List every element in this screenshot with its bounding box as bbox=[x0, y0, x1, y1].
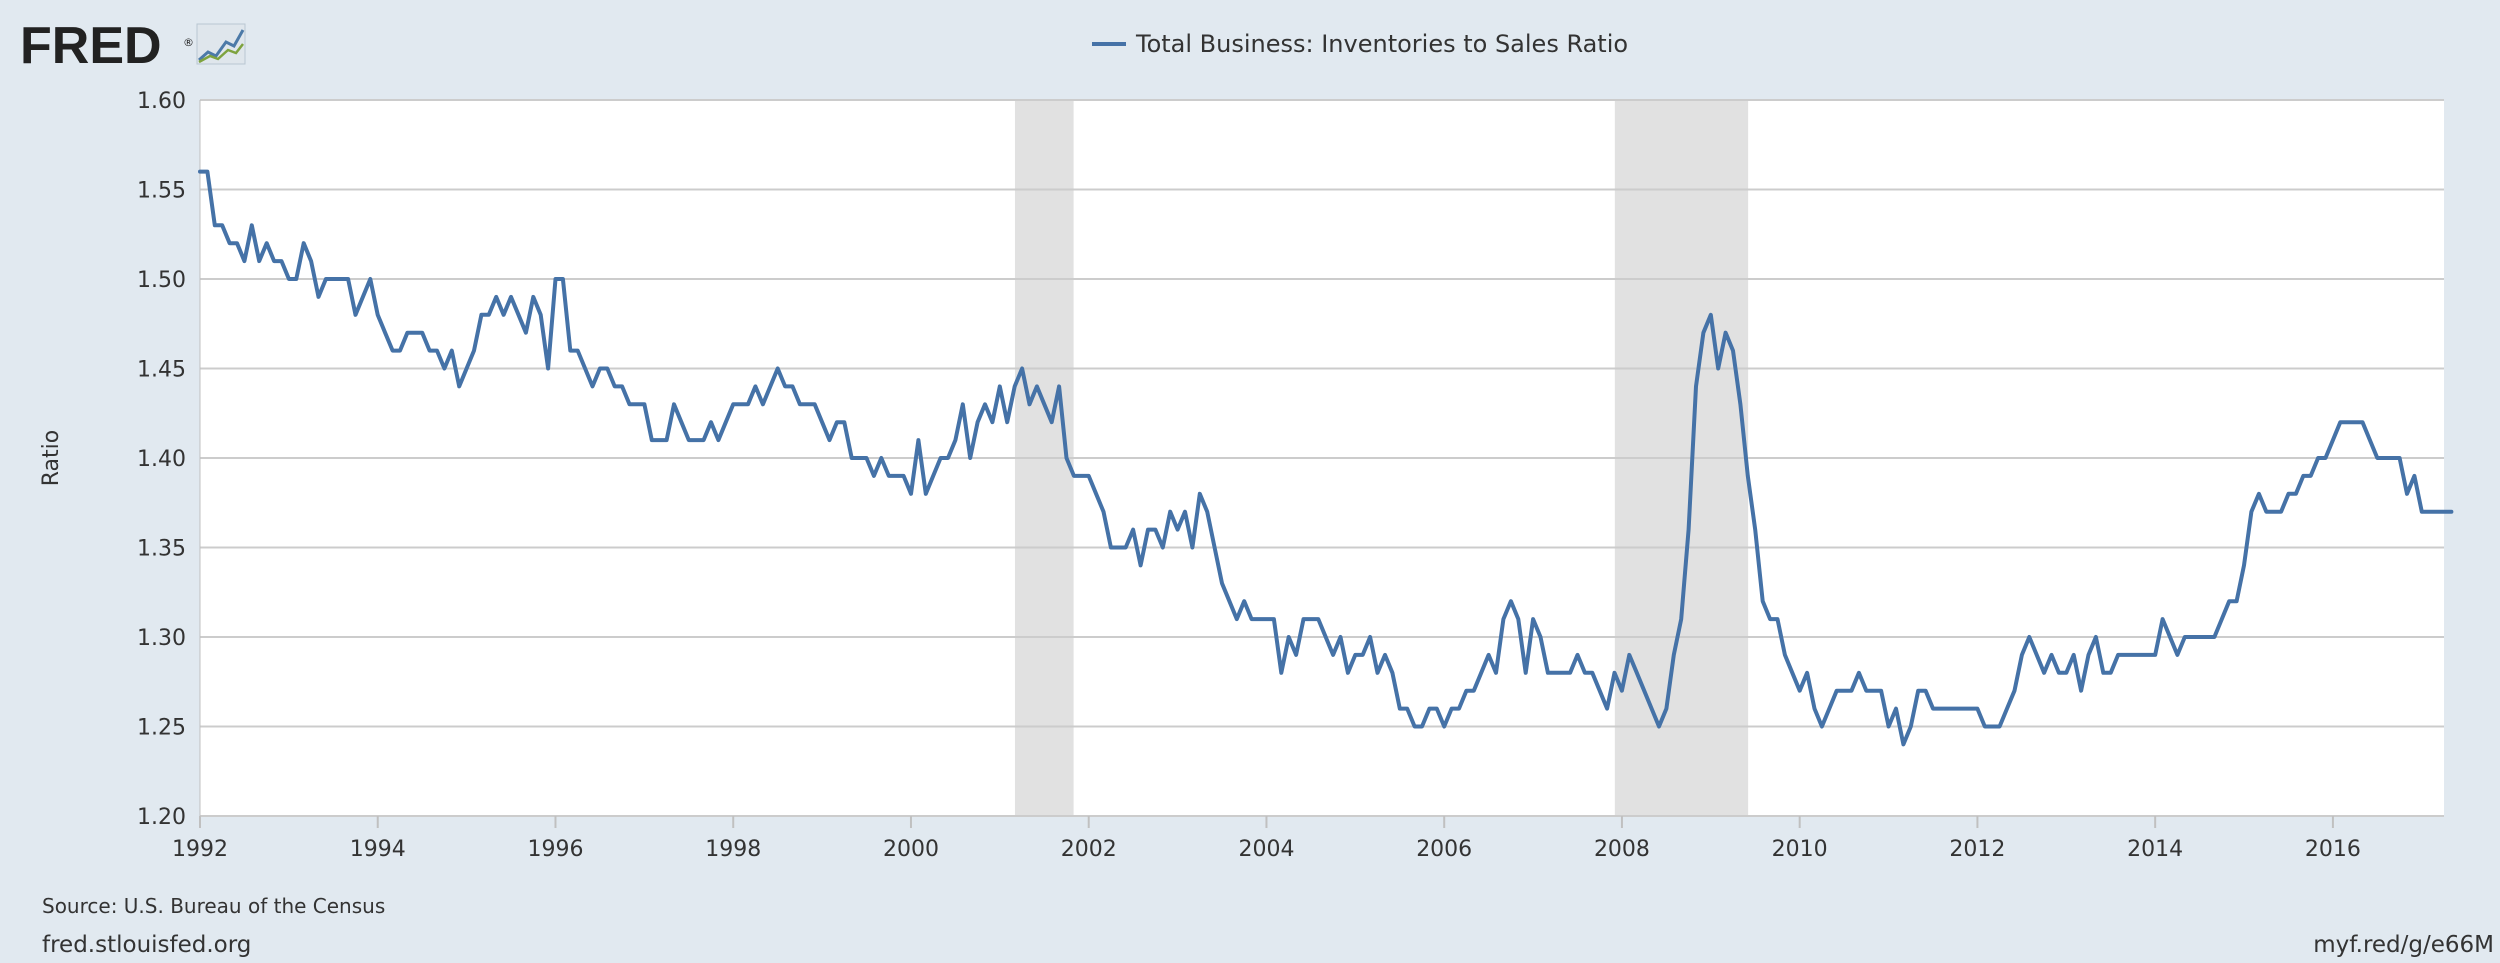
series-lines bbox=[198, 169, 2454, 747]
legend: Total Business: Inventories to Sales Rat… bbox=[1092, 30, 1628, 58]
legend-label: Total Business: Inventories to Sales Rat… bbox=[1135, 30, 1628, 58]
x-tick-label: 2016 bbox=[2305, 837, 2361, 862]
y-tick-label: 1.60 bbox=[137, 89, 186, 114]
short-url-link[interactable]: myf.red/g/e66M bbox=[2313, 932, 2494, 958]
x-tick-label: 2014 bbox=[2127, 837, 2183, 862]
y-tick-label: 1.55 bbox=[137, 179, 186, 204]
fred-logo-mark: ® bbox=[183, 36, 194, 49]
x-tick-label: 2006 bbox=[1416, 837, 1472, 862]
y-tick-label: 1.45 bbox=[137, 358, 186, 383]
x-tick-label: 2010 bbox=[1772, 837, 1828, 862]
x-tick-label: 1998 bbox=[705, 837, 761, 862]
gridlines bbox=[199, 99, 2444, 817]
x-tick-label: 2002 bbox=[1061, 837, 1117, 862]
x-tick-label: 1992 bbox=[172, 837, 228, 862]
x-tick-label: 2000 bbox=[883, 837, 939, 862]
series-line-0 bbox=[198, 169, 2454, 747]
x-axis-labels: 1992 1994 1996 1998 2000 2002 2004 2006 2008 2010… bbox=[172, 837, 2361, 862]
x-tick-label: 2008 bbox=[1594, 837, 1650, 862]
fred-logo[interactable]: FRED ® bbox=[20, 17, 246, 75]
fred-logo-text: FRED bbox=[20, 17, 162, 75]
x-tick-label: 1996 bbox=[527, 837, 583, 862]
source-note: Source: U.S. Bureau of the Census bbox=[42, 894, 385, 918]
y-axis-title: Ratio bbox=[39, 430, 64, 486]
fred-logo-chart-icon bbox=[196, 23, 246, 65]
y-tick-label: 1.35 bbox=[137, 537, 186, 562]
x-tick-label: 2012 bbox=[1949, 837, 2005, 862]
y-tick-label: 1.30 bbox=[137, 626, 186, 651]
x-tick-label: 2004 bbox=[1238, 837, 1294, 862]
x-tick-label: 1994 bbox=[350, 837, 406, 862]
site-link[interactable]: fred.stlouisfed.org bbox=[42, 932, 251, 958]
x-axis-ticks bbox=[199, 816, 2334, 828]
y-tick-label: 1.25 bbox=[137, 716, 186, 741]
y-tick-label: 1.20 bbox=[137, 805, 186, 830]
y-tick-label: 1.40 bbox=[137, 447, 186, 472]
y-tick-label: 1.50 bbox=[137, 268, 186, 293]
y-axis-labels: 1.20 1.25 1.30 1.35 1.40 1.45 1.50 1.55 1.60 bbox=[137, 89, 186, 830]
